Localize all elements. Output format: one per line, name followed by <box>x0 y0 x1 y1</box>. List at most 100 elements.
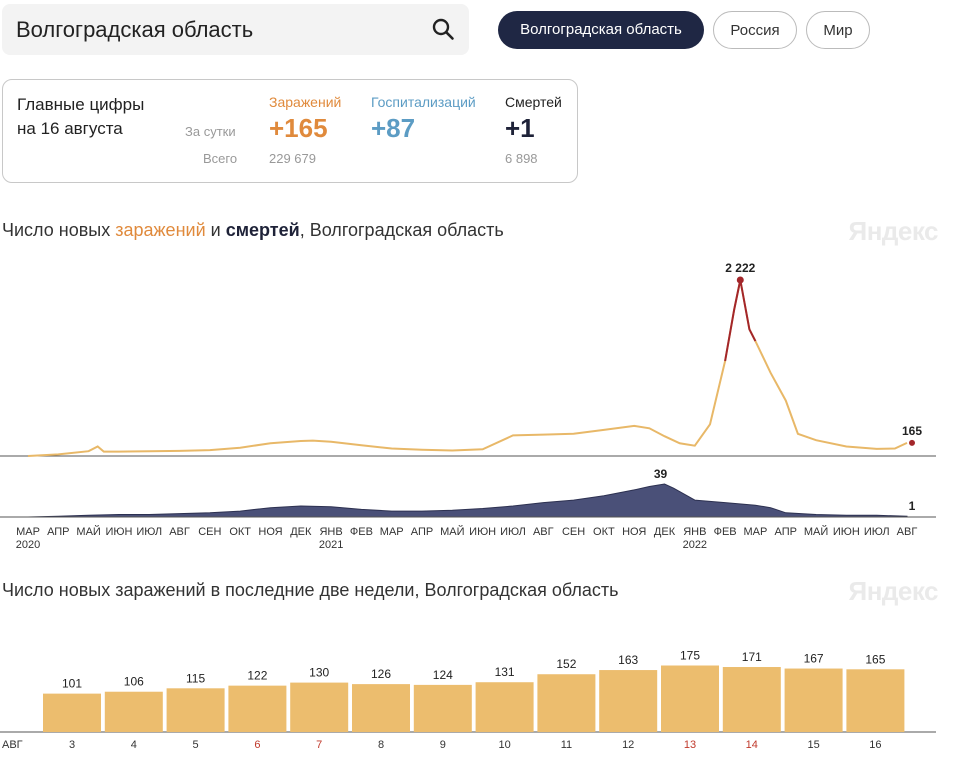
bar-value-label: 165 <box>865 652 885 666</box>
bar <box>537 674 596 732</box>
bar-value-label: 131 <box>495 665 515 679</box>
row-label-day: За сутки <box>185 124 236 139</box>
bar <box>166 688 225 732</box>
bar-category-label: 3 <box>69 739 75 751</box>
x-tick-label: ОКТ <box>229 526 251 538</box>
x-tick-label: ИЮН <box>469 526 496 538</box>
search-input[interactable]: Волгоградская область <box>16 17 254 42</box>
x-tick-label: СЕН <box>562 526 585 538</box>
x-tick-label: МАЙ <box>440 525 464 538</box>
x-tick-label: ЯНВ <box>319 526 342 538</box>
row-label-total: Всего <box>203 151 238 166</box>
deaths-total-value: 6 898 <box>505 151 538 166</box>
x-tick-label: ИЮЛ <box>500 526 526 538</box>
key-figures-title-line1: Главные цифры <box>17 95 145 114</box>
x-tick-label: НОЯ <box>258 526 282 538</box>
region-tab-world[interactable]: Мир <box>806 11 870 49</box>
bar <box>661 665 719 732</box>
bar-category-label: 12 <box>622 739 634 751</box>
infections-total-value: 229 679 <box>269 151 316 166</box>
x-tick-label: ИЮЛ <box>136 526 162 538</box>
hospitalizations-label: Госпитализаций <box>371 94 476 110</box>
bar-category-label: 13 <box>684 739 696 751</box>
x-tick-label: МАЙ <box>76 525 100 538</box>
bar <box>722 667 781 732</box>
trend-title-part-1: Число новых <box>2 220 116 240</box>
hospitalizations-day-value: +87 <box>371 113 416 143</box>
infections-last-marker <box>909 439 915 446</box>
infections-label: Заражений <box>269 94 342 110</box>
region-tab-russia[interactable]: Россия <box>713 11 797 49</box>
x-tick-label: АВГ <box>533 526 554 538</box>
search-bar[interactable]: Волгоградская область <box>2 4 469 55</box>
bar-value-label: 171 <box>742 650 762 664</box>
x-tick-label: МАР <box>744 526 768 538</box>
x-year-label: 2022 <box>683 539 707 551</box>
trend-title-deaths: смертей <box>225 220 300 240</box>
trend-chart-title: Число новых заражений и смертей, Волгогр… <box>2 220 504 241</box>
x-tick-label: АПР <box>775 526 797 538</box>
bar <box>784 668 843 732</box>
bar-category-label: 15 <box>807 739 819 751</box>
bar-category-label: 7 <box>316 739 322 751</box>
bar <box>475 682 534 732</box>
bar-value-label: 124 <box>433 668 453 682</box>
yandex-watermark-2: Яндекс <box>848 576 939 606</box>
infections-day-value: +165 <box>269 113 328 143</box>
bar <box>599 670 658 732</box>
bar-category-label: 4 <box>131 739 137 751</box>
bar <box>104 691 163 732</box>
infections-last-label: 165 <box>902 424 922 438</box>
x-tick-label: МАР <box>16 526 40 538</box>
x-tick-label: АВГ <box>169 526 190 538</box>
bar-value-label: 115 <box>186 671 205 685</box>
x-tick-label: ФЕВ <box>350 526 373 538</box>
x-tick-label: ОКТ <box>593 526 615 538</box>
bar-category-label: 9 <box>440 739 446 751</box>
bar-value-label: 175 <box>680 649 700 663</box>
bar-value-label: 101 <box>62 677 82 691</box>
x-tick-label: АПР <box>47 526 69 538</box>
x-tick-label: ИЮН <box>105 526 132 538</box>
bar-category-label: 6 <box>254 739 260 751</box>
bar-month-label: АВГ <box>2 739 23 751</box>
region-tab-volgograd[interactable]: Волгоградская область <box>498 11 704 49</box>
trend-title-part-5: , Волгоградская область <box>299 220 504 240</box>
bar-category-label: 16 <box>869 739 881 751</box>
x-year-label: 2021 <box>319 539 343 551</box>
bar <box>228 685 287 732</box>
bar <box>413 684 472 732</box>
bar-value-label: 152 <box>556 657 576 671</box>
bar-chart: АВГ 101 3 106 4 115 5 122 6 130 7 126 8 124 9 131 10 152 1… <box>0 649 936 751</box>
bar-category-label: 10 <box>498 739 510 751</box>
search-icon[interactable] <box>431 17 455 41</box>
trend-title-infections: заражений <box>115 220 206 240</box>
trend-chart: 2 222 165 39 1 МАР АПР МАЙ ИЮН ИЮЛ АВГ СЕН ОКТ НОЯ ДЕ… <box>0 261 936 551</box>
deaths-last-label: 1 <box>909 499 916 513</box>
bar-value-label: 106 <box>124 675 144 689</box>
bar <box>352 684 410 732</box>
bar-category-label: 8 <box>378 739 384 751</box>
trend-title-part-3: и <box>205 220 226 240</box>
bar-value-label: 167 <box>804 652 824 666</box>
deaths-day-value: +1 <box>505 113 535 143</box>
key-figures-title-line2: на 16 августа <box>17 119 123 138</box>
bar <box>846 669 905 732</box>
deaths-label: Смертей <box>505 94 562 110</box>
x-tick-label: АПР <box>411 526 433 538</box>
infections-peak-segment <box>724 279 757 362</box>
bar-category-label: 14 <box>746 739 758 751</box>
x-year-label: 2020 <box>16 539 40 551</box>
bar-chart-title: Число новых заражений в последние две не… <box>2 580 619 600</box>
infections-peak-label: 2 222 <box>725 261 755 275</box>
x-tick-label: ИЮЛ <box>864 526 890 538</box>
bar-value-label: 130 <box>309 666 329 680</box>
bar-value-label: 163 <box>618 653 638 667</box>
infections-peak-marker <box>736 276 744 284</box>
x-tick-label: ФЕВ <box>714 526 737 538</box>
x-tick-label: МАЙ <box>804 525 828 538</box>
x-tick-label: ДЕК <box>654 526 676 538</box>
yandex-watermark-1: Яндекс <box>848 216 939 246</box>
bar <box>290 682 349 732</box>
bar-value-label: 122 <box>247 669 267 683</box>
